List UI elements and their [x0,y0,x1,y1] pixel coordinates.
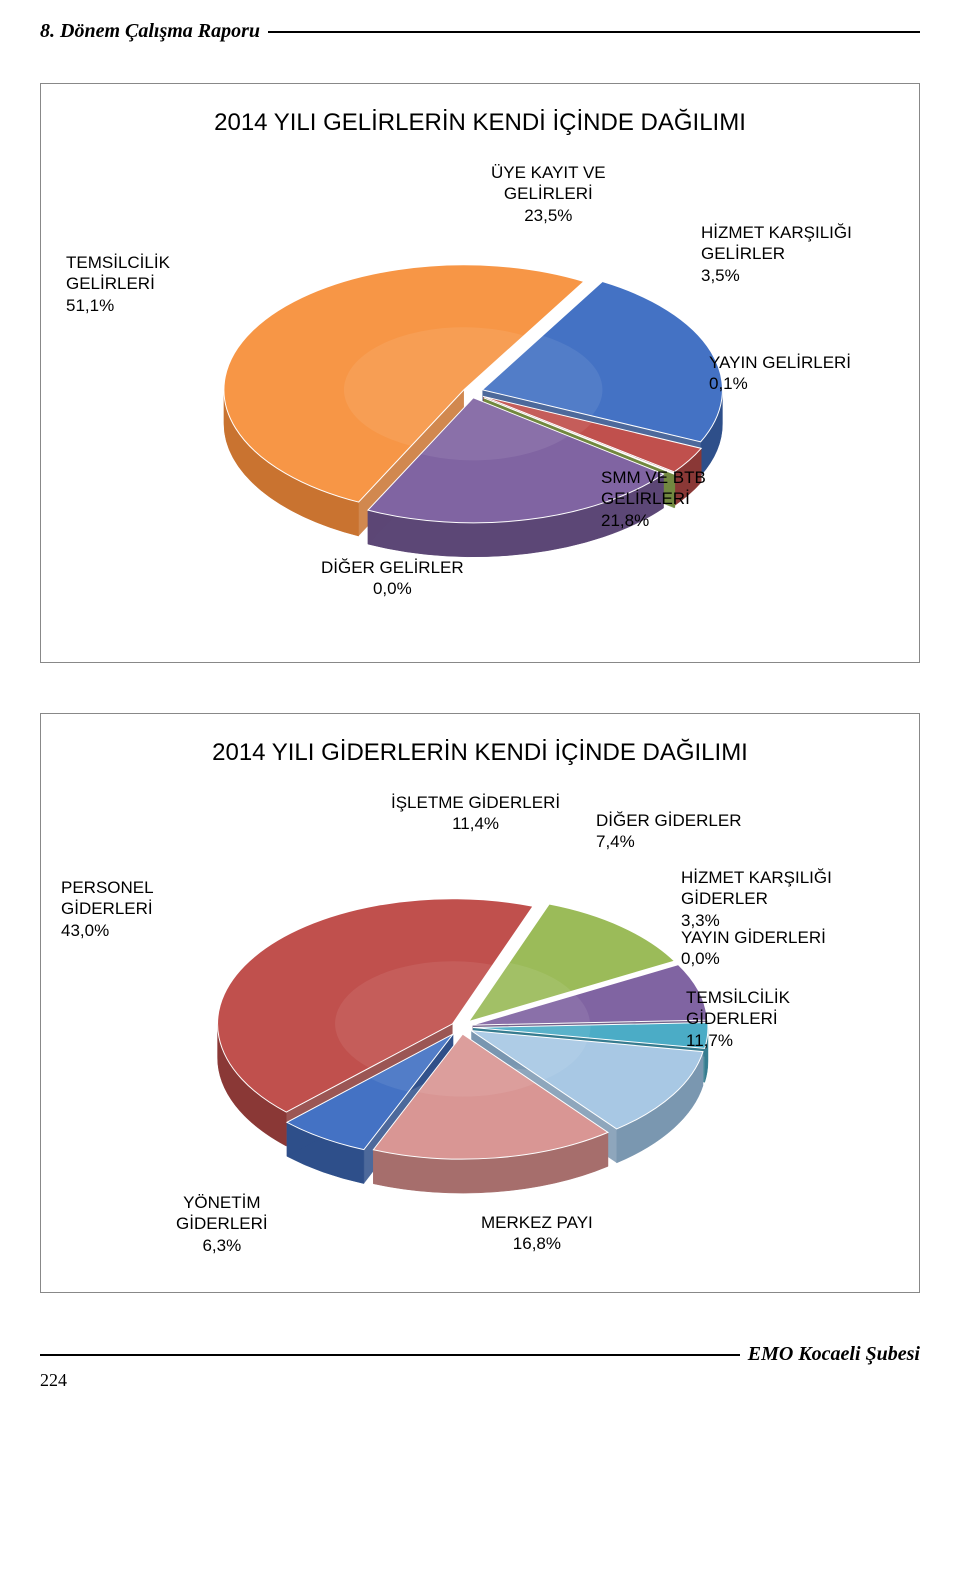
chart1-title: 2014 YILI GELİRLERİN KENDİ İÇİNDE DAĞILI… [61,109,899,137]
header-rule [268,31,920,33]
chart-slice-label: DİĞER GİDERLER7,4% [596,810,741,853]
chart-slice-label: HİZMET KARŞILIĞIGİDERLER3,3% [681,867,832,931]
chart2-area: İŞLETME GİDERLERİ11,4% DİĞER GİDERLER7,4%… [61,792,899,1272]
chart-slice-label: YÖNETİMGİDERLERİ6,3% [176,1192,268,1256]
chart2-title: 2014 YILI GİDERLERİN KENDİ İÇİNDE DAĞILI… [61,739,899,767]
footer-rule [40,1354,740,1356]
chart1-area: ÜYE KAYIT VEGELİRLERİ23,5% HİZMET KARŞILI… [61,162,899,642]
footer-text: EMO Kocaeli Şubesi [740,1343,920,1366]
chart-slice-label: YAYIN GELİRLERİ0,1% [709,352,851,395]
chart-slice-label: PERSONELGİDERLERİ43,0% [61,877,154,941]
page-number: 224 [40,1370,920,1391]
chart-slice-label: TEMSİLCİLİKGELİRLERİ51,1% [66,252,170,316]
chart-slice-label: SMM VE BTBGELİRLERİ21,8% [601,467,706,531]
page-footer: EMO Kocaeli Şubesi [40,1343,920,1366]
chart-slice-label: HİZMET KARŞILIĞIGELİRLER3,5% [701,222,852,286]
page-header: 8. Dönem Çalışma Raporu [40,20,920,43]
chart-slice-label: İŞLETME GİDERLERİ11,4% [391,792,560,835]
page-header-title: 8. Dönem Çalışma Raporu [40,20,268,43]
chart-slice-label: MERKEZ PAYI16,8% [481,1212,593,1255]
chart-slice-label: ÜYE KAYIT VEGELİRLERİ23,5% [491,162,606,226]
chart-slice-label: YAYIN GİDERLERİ0,0% [681,927,826,970]
chart-expenses: 2014 YILI GİDERLERİN KENDİ İÇİNDE DAĞILI… [40,713,920,1293]
chart-revenues: 2014 YILI GELİRLERİN KENDİ İÇİNDE DAĞILI… [40,83,920,663]
chart-slice-label: DİĞER GELİRLER0,0% [321,557,464,600]
chart-slice-label: TEMSİLCİLİKGİDERLERİ11,7% [686,987,790,1051]
